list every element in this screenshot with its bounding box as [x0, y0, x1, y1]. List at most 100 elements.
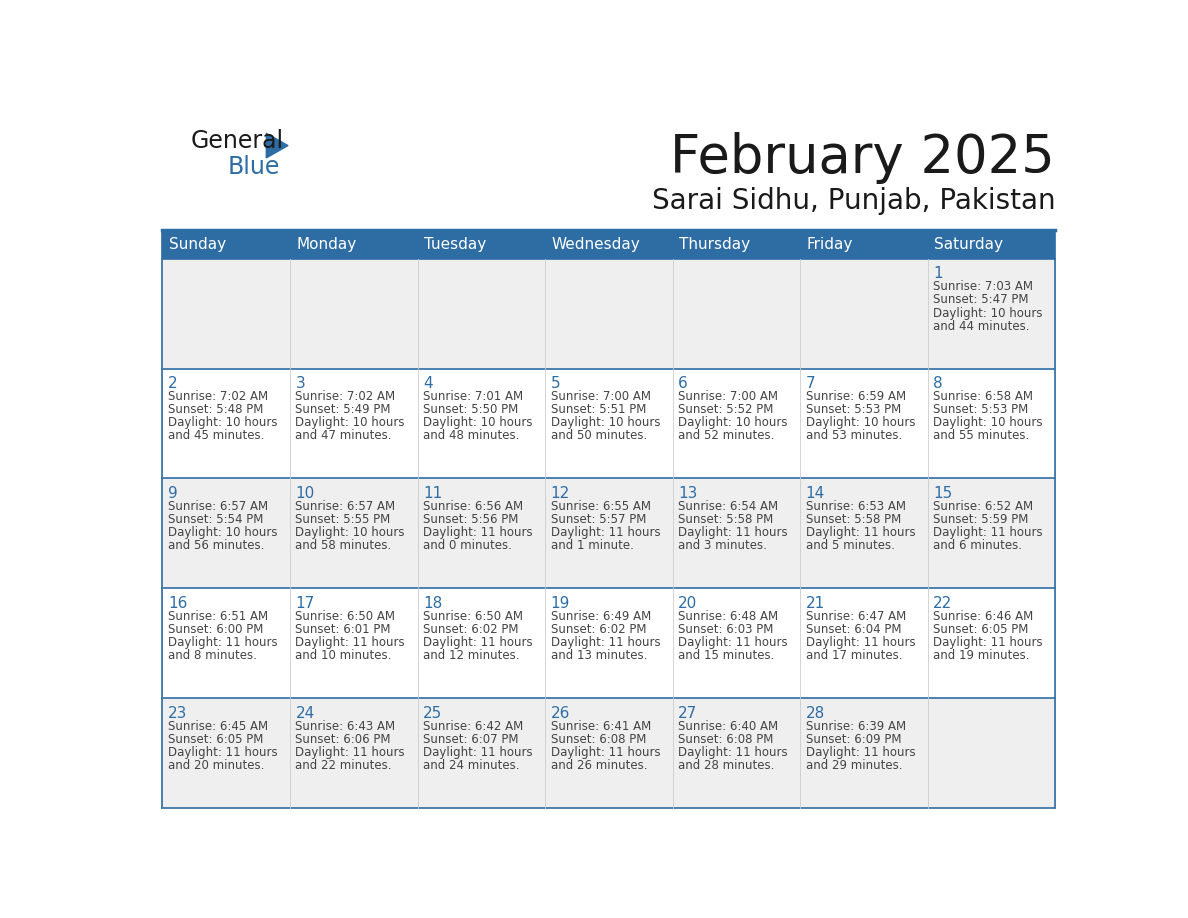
Text: Daylight: 11 hours: Daylight: 11 hours [678, 636, 788, 649]
Bar [290, 478, 417, 588]
Text: and 10 minutes.: and 10 minutes. [296, 649, 392, 662]
Text: 27: 27 [678, 706, 697, 721]
Bar [417, 478, 545, 588]
Text: Saturday: Saturday [934, 237, 1003, 252]
Text: and 0 minutes.: and 0 minutes. [423, 539, 512, 553]
Text: Sunrise: 6:59 AM: Sunrise: 6:59 AM [805, 390, 905, 403]
Text: Sunset: 6:02 PM: Sunset: 6:02 PM [550, 622, 646, 636]
Text: Daylight: 10 hours: Daylight: 10 hours [933, 307, 1043, 319]
Text: Tuesday: Tuesday [424, 237, 486, 252]
Text: Sunset: 5:58 PM: Sunset: 5:58 PM [678, 513, 773, 526]
Text: Sunset: 5:57 PM: Sunset: 5:57 PM [550, 513, 646, 526]
Text: 9: 9 [168, 486, 178, 501]
Text: 3: 3 [296, 376, 305, 391]
Text: Sunrise: 6:53 AM: Sunrise: 6:53 AM [805, 500, 905, 513]
Text: Sunset: 6:02 PM: Sunset: 6:02 PM [423, 622, 518, 636]
Bar [290, 588, 417, 698]
Text: and 13 minutes.: and 13 minutes. [550, 649, 647, 662]
Bar [545, 230, 672, 259]
Text: Daylight: 11 hours: Daylight: 11 hours [296, 745, 405, 758]
Text: Sunrise: 6:54 AM: Sunrise: 6:54 AM [678, 500, 778, 513]
Text: and 56 minutes.: and 56 minutes. [168, 539, 264, 553]
Bar [672, 588, 801, 698]
Text: Sunset: 5:49 PM: Sunset: 5:49 PM [296, 403, 391, 416]
Text: and 6 minutes.: and 6 minutes. [933, 539, 1022, 553]
Text: Sunset: 6:04 PM: Sunset: 6:04 PM [805, 622, 901, 636]
Text: and 19 minutes.: and 19 minutes. [933, 649, 1030, 662]
Bar [417, 368, 545, 478]
Text: 18: 18 [423, 596, 442, 610]
Text: Sunset: 5:55 PM: Sunset: 5:55 PM [296, 513, 391, 526]
Bar [801, 588, 928, 698]
Bar [672, 368, 801, 478]
Text: and 48 minutes.: and 48 minutes. [423, 430, 519, 442]
Text: and 15 minutes.: and 15 minutes. [678, 649, 775, 662]
Text: Sunrise: 7:02 AM: Sunrise: 7:02 AM [168, 390, 268, 403]
Bar [417, 259, 545, 368]
Text: Sunrise: 6:57 AM: Sunrise: 6:57 AM [168, 500, 268, 513]
Text: Sarai Sidhu, Punjab, Pakistan: Sarai Sidhu, Punjab, Pakistan [652, 187, 1055, 215]
Text: Daylight: 11 hours: Daylight: 11 hours [805, 636, 915, 649]
Text: Daylight: 10 hours: Daylight: 10 hours [296, 526, 405, 539]
Bar [545, 478, 672, 588]
Bar [163, 230, 290, 259]
Text: and 24 minutes.: and 24 minutes. [423, 759, 519, 772]
Text: Blue: Blue [228, 155, 280, 179]
Text: Daylight: 11 hours: Daylight: 11 hours [423, 745, 532, 758]
Text: Sunrise: 7:01 AM: Sunrise: 7:01 AM [423, 390, 523, 403]
Bar [163, 259, 290, 368]
Polygon shape [266, 133, 287, 158]
Text: Sunset: 5:47 PM: Sunset: 5:47 PM [933, 294, 1029, 307]
Text: February 2025: February 2025 [670, 131, 1055, 184]
Bar [801, 259, 928, 368]
Text: Sunrise: 6:57 AM: Sunrise: 6:57 AM [296, 500, 396, 513]
Text: and 1 minute.: and 1 minute. [550, 539, 633, 553]
Bar [672, 230, 801, 259]
Text: and 3 minutes.: and 3 minutes. [678, 539, 767, 553]
Text: Sunset: 6:07 PM: Sunset: 6:07 PM [423, 733, 518, 745]
Bar [801, 368, 928, 478]
Text: and 55 minutes.: and 55 minutes. [933, 430, 1029, 442]
Bar [928, 588, 1055, 698]
Text: Sunrise: 6:56 AM: Sunrise: 6:56 AM [423, 500, 523, 513]
Text: Sunset: 6:06 PM: Sunset: 6:06 PM [296, 733, 391, 745]
Text: Daylight: 11 hours: Daylight: 11 hours [168, 636, 278, 649]
Text: Daylight: 10 hours: Daylight: 10 hours [678, 416, 788, 430]
Text: Sunrise: 7:03 AM: Sunrise: 7:03 AM [933, 280, 1034, 294]
Text: Daylight: 11 hours: Daylight: 11 hours [423, 636, 532, 649]
Text: Wednesday: Wednesday [551, 237, 640, 252]
Text: and 53 minutes.: and 53 minutes. [805, 430, 902, 442]
Bar [928, 478, 1055, 588]
Bar [928, 368, 1055, 478]
Text: Daylight: 11 hours: Daylight: 11 hours [168, 745, 278, 758]
Text: Daylight: 10 hours: Daylight: 10 hours [805, 416, 915, 430]
Text: Sunrise: 6:55 AM: Sunrise: 6:55 AM [550, 500, 651, 513]
Text: Sunset: 5:48 PM: Sunset: 5:48 PM [168, 403, 264, 416]
Text: Sunrise: 6:51 AM: Sunrise: 6:51 AM [168, 610, 268, 622]
Text: 8: 8 [933, 376, 943, 391]
Text: Sunset: 6:08 PM: Sunset: 6:08 PM [550, 733, 646, 745]
Text: General: General [191, 129, 284, 152]
Text: and 26 minutes.: and 26 minutes. [550, 759, 647, 772]
Text: 4: 4 [423, 376, 432, 391]
Text: Daylight: 10 hours: Daylight: 10 hours [168, 526, 277, 539]
Bar [163, 698, 290, 808]
Text: and 22 minutes.: and 22 minutes. [296, 759, 392, 772]
Text: Sunrise: 6:46 AM: Sunrise: 6:46 AM [933, 610, 1034, 622]
Text: Sunset: 5:51 PM: Sunset: 5:51 PM [550, 403, 646, 416]
Bar [417, 588, 545, 698]
Text: 15: 15 [933, 486, 953, 501]
Text: Sunrise: 6:49 AM: Sunrise: 6:49 AM [550, 610, 651, 622]
Text: Sunset: 5:58 PM: Sunset: 5:58 PM [805, 513, 901, 526]
Text: Sunrise: 6:42 AM: Sunrise: 6:42 AM [423, 720, 523, 733]
Text: Daylight: 10 hours: Daylight: 10 hours [933, 416, 1043, 430]
Text: and 8 minutes.: and 8 minutes. [168, 649, 257, 662]
Text: and 58 minutes.: and 58 minutes. [296, 539, 392, 553]
Text: 26: 26 [550, 706, 570, 721]
Bar [417, 230, 545, 259]
Bar [672, 698, 801, 808]
Text: Daylight: 10 hours: Daylight: 10 hours [423, 416, 532, 430]
Text: Sunset: 6:00 PM: Sunset: 6:00 PM [168, 622, 264, 636]
Text: Sunrise: 6:43 AM: Sunrise: 6:43 AM [296, 720, 396, 733]
Text: Sunset: 5:53 PM: Sunset: 5:53 PM [805, 403, 901, 416]
